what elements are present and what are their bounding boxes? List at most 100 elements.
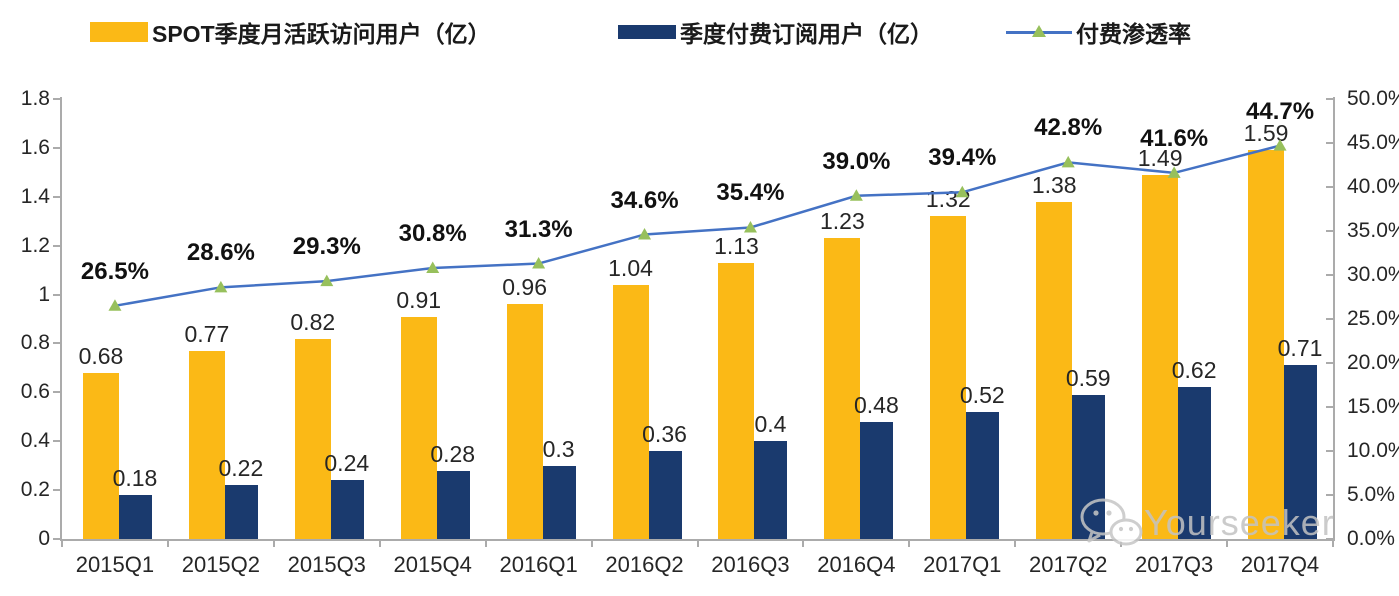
bar-subscribers — [648, 451, 682, 539]
x-axis-tick — [1014, 541, 1017, 547]
bar-subscribers — [436, 470, 470, 539]
x-axis-tick — [484, 541, 487, 547]
y-axis-label-left: 0.2 — [20, 478, 50, 502]
line-marker-triangle-icon — [638, 228, 652, 240]
y-axis-label-right: 40.0% — [1347, 175, 1399, 198]
bar-mau — [294, 338, 331, 539]
legend-label-penetration: 付费渗透率 — [1076, 21, 1191, 47]
bar-label-mau: 1.38 — [1031, 171, 1077, 198]
bar-label-mau: 0.96 — [502, 274, 547, 301]
x-axis-tick — [590, 541, 593, 547]
x-axis — [60, 539, 1335, 541]
x-axis-label: 2015Q1 — [75, 552, 155, 577]
line-marker-triangle-icon — [743, 220, 757, 233]
y-axis-label-left: 1.4 — [20, 184, 50, 208]
legend: SPOT季度月活跃访问用户（亿） 季度付费订阅用户（亿） 付费渗透率 — [0, 0, 1399, 60]
y-axis-right-tick — [1326, 450, 1335, 452]
mau-bar-swatch-icon — [90, 22, 148, 42]
bar-mau — [1036, 201, 1073, 539]
y-axis-right-tick — [1326, 142, 1335, 144]
penetration-label: 42.8% — [1034, 114, 1103, 142]
line-marker-triangle-icon — [1061, 155, 1075, 168]
legend-item-penetration: 付费渗透率 — [1006, 18, 1191, 47]
bar-subscribers — [1072, 394, 1106, 539]
x-axis-tick — [802, 541, 805, 547]
bar-label-mau: 0.91 — [396, 286, 442, 313]
y-axis-label-right: 25.0% — [1347, 307, 1399, 330]
y-axis-label-right: 0.0% — [1347, 527, 1395, 550]
y-axis-label-left: 0 — [38, 527, 50, 550]
bar-mau — [400, 316, 437, 539]
penetration-line-swatch-icon — [1006, 25, 1072, 39]
penetration-line-path — [114, 144, 1281, 308]
bar-subscribers — [224, 485, 258, 539]
bar-subscribers — [118, 495, 152, 539]
line-marker-triangle-icon — [955, 185, 969, 198]
x-axis-label: 2017Q2 — [1029, 552, 1108, 577]
bar-mau — [1248, 150, 1285, 539]
subscribers-bar-swatch-icon — [618, 25, 676, 39]
bar-subscribers — [330, 480, 364, 539]
bar-label-subscribers: 0.71 — [1277, 335, 1323, 362]
y-axis-label-right: 15.0% — [1347, 395, 1399, 418]
bar-subscribers — [860, 421, 894, 539]
triangle-marker-icon — [1032, 25, 1046, 37]
y-axis-right-tick — [1326, 318, 1335, 320]
legend-label-subscribers: 季度付费订阅用户（亿） — [680, 21, 933, 47]
legend-item-mau: SPOT季度月活跃访问用户（亿） — [90, 18, 491, 47]
bar-label-subscribers: 0.36 — [642, 421, 687, 447]
legend-item-subscribers: 季度付费订阅用户（亿） — [618, 18, 933, 47]
x-axis-label: 2016Q4 — [817, 552, 896, 577]
bar-subscribers — [1178, 387, 1212, 539]
y-axis-label-right: 45.0% — [1347, 131, 1399, 154]
watermark: Yourseeker — [1078, 496, 1335, 550]
y-axis-label-right: 35.0% — [1347, 219, 1399, 242]
y-axis-label-left: 0.6 — [20, 380, 50, 404]
x-axis-tick — [696, 541, 699, 547]
bar-label-subscribers: 0.62 — [1171, 357, 1217, 384]
y-axis-left-tick — [53, 538, 62, 540]
x-axis-label: 2017Q4 — [1240, 552, 1320, 577]
bar-mau — [506, 304, 543, 539]
bar-mau — [82, 372, 119, 539]
y-axis-left — [60, 97, 62, 541]
penetration-label: 39.4% — [928, 144, 997, 172]
x-axis-label: 2015Q4 — [393, 552, 472, 577]
penetration-label: 35.4% — [716, 179, 785, 207]
bar-mau — [1142, 174, 1179, 539]
legend-label-mau: SPOT季度月活跃访问用户（亿） — [152, 21, 491, 47]
line-marker-triangle-icon — [426, 261, 440, 273]
x-axis-label: 2016Q1 — [499, 552, 578, 577]
x-axis-tick — [166, 541, 169, 547]
y-axis-right-tick — [1326, 274, 1335, 276]
x-axis-tick — [1226, 541, 1229, 547]
x-axis-tick — [378, 541, 381, 547]
y-axis-label-right: 5.0% — [1347, 483, 1395, 506]
bar-label-subscribers: 0.3 — [542, 435, 575, 462]
x-axis-tick — [61, 541, 63, 547]
y-axis-label-left: 0.8 — [20, 331, 50, 355]
x-axis-label: 2017Q3 — [1134, 552, 1214, 577]
x-axis-tick — [1332, 541, 1334, 547]
y-axis-right-tick — [1326, 230, 1335, 232]
y-axis-left-tick — [53, 391, 62, 394]
x-axis-label: 2015Q2 — [181, 552, 261, 577]
bar-label-subscribers: 0.52 — [959, 381, 1005, 408]
y-axis-label-left: 1 — [38, 282, 50, 306]
bar-label-subscribers: 0.22 — [218, 455, 264, 482]
line-marker-triangle-icon — [108, 299, 122, 311]
x-axis-label: 2016Q3 — [711, 552, 790, 577]
watermark-text: Yourseeker — [1144, 502, 1335, 543]
y-axis-left-tick — [53, 342, 62, 345]
y-axis-label-right: 10.0% — [1347, 439, 1399, 462]
penetration-label: 41.6% — [1140, 124, 1209, 152]
y-axis-left-tick — [53, 146, 62, 149]
y-axis-left-tick — [53, 244, 62, 247]
penetration-label: 44.7% — [1246, 97, 1315, 125]
bar-label-subscribers: 0.18 — [112, 465, 158, 491]
y-axis-label-right: 20.0% — [1347, 351, 1399, 374]
line-marker-triangle-icon — [849, 189, 863, 201]
line-marker-triangle-icon — [214, 280, 228, 293]
